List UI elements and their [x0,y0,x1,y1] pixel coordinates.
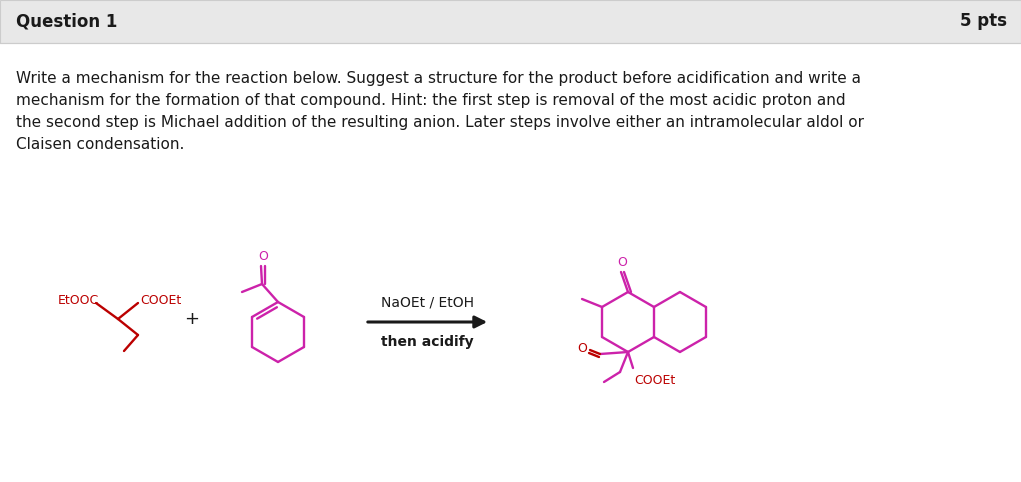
Text: Question 1: Question 1 [16,13,117,30]
Text: Write a mechanism for the reaction below. Suggest a structure for the product be: Write a mechanism for the reaction below… [16,71,861,86]
Text: COOEt: COOEt [634,374,675,387]
Text: Claisen condensation.: Claisen condensation. [16,137,185,152]
Text: 5 pts: 5 pts [960,13,1007,30]
Text: O: O [617,256,627,269]
Text: +: + [185,310,199,328]
Text: NaOEt / EtOH: NaOEt / EtOH [381,295,474,309]
Bar [0,0,1021,43]
Text: then acidify: then acidify [381,335,474,349]
Text: O: O [577,342,587,354]
Text: EtOOC: EtOOC [58,295,99,308]
Text: COOEt: COOEt [140,295,182,308]
Text: O: O [258,251,268,264]
Text: the second step is Michael addition of the resulting anion. Later steps involve : the second step is Michael addition of t… [16,115,864,130]
Text: mechanism for the formation of that compound. Hint: the first step is removal of: mechanism for the formation of that comp… [16,93,845,108]
